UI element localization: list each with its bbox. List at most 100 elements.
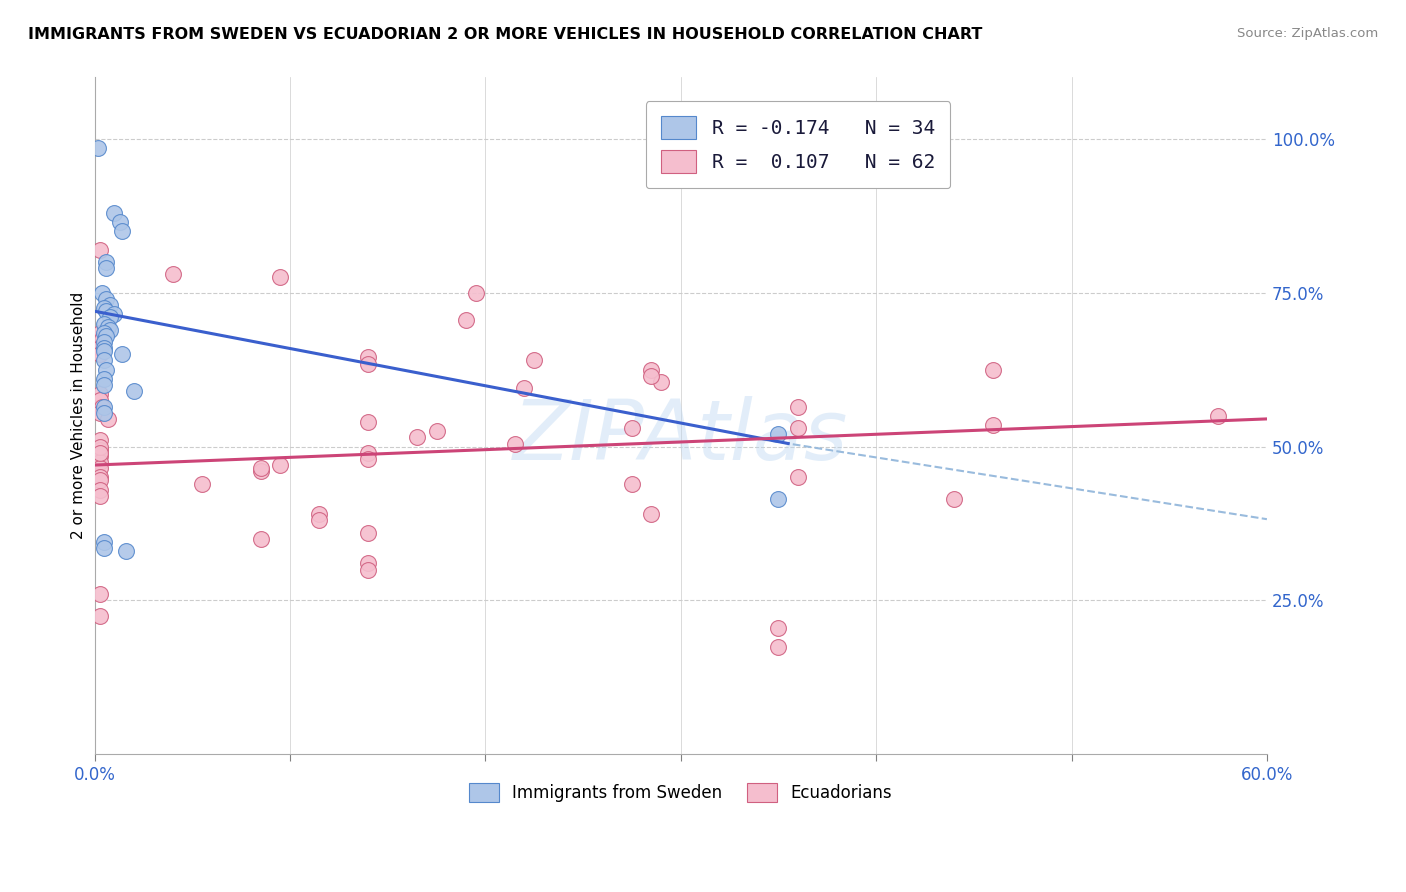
Point	[89, 483, 111, 497]
Legend: Immigrants from Sweden, Ecuadorians: Immigrants from Sweden, Ecuadorians	[457, 771, 904, 814]
Point	[87, 141, 110, 155]
Point	[98, 310, 121, 325]
Point	[943, 491, 966, 506]
Point	[97, 412, 120, 426]
Point	[89, 461, 111, 475]
Point	[464, 285, 486, 300]
Point	[96, 329, 118, 343]
Point	[89, 449, 111, 463]
Point	[89, 587, 111, 601]
Point	[89, 442, 111, 457]
Point	[768, 427, 790, 442]
Point	[103, 307, 125, 321]
Point	[96, 261, 118, 276]
Point	[91, 332, 114, 346]
Point	[93, 541, 115, 555]
Point	[98, 323, 121, 337]
Point	[357, 525, 380, 540]
Point	[89, 393, 111, 408]
Point	[768, 491, 790, 506]
Point	[93, 378, 115, 392]
Point	[357, 451, 380, 466]
Point	[357, 415, 380, 429]
Point	[787, 470, 810, 484]
Point	[89, 446, 111, 460]
Point	[89, 489, 111, 503]
Point	[249, 532, 271, 546]
Point	[1206, 409, 1229, 423]
Point	[93, 317, 115, 331]
Point	[357, 351, 380, 365]
Point	[93, 535, 115, 549]
Point	[249, 464, 271, 478]
Point	[89, 470, 111, 484]
Point	[357, 357, 380, 371]
Point	[406, 430, 429, 444]
Point	[96, 362, 118, 376]
Point	[111, 347, 134, 361]
Y-axis label: 2 or more Vehicles in Household: 2 or more Vehicles in Household	[72, 293, 86, 540]
Point	[768, 621, 790, 635]
Point	[513, 381, 536, 395]
Point	[89, 326, 111, 340]
Point	[96, 304, 118, 318]
Point	[89, 347, 111, 361]
Point	[93, 406, 115, 420]
Point	[249, 461, 271, 475]
Point	[89, 341, 111, 355]
Point	[89, 406, 111, 420]
Point	[89, 243, 111, 257]
Point	[768, 640, 790, 654]
Point	[98, 298, 121, 312]
Point	[357, 557, 380, 571]
Point	[191, 476, 214, 491]
Point	[93, 372, 115, 386]
Point	[983, 418, 1005, 433]
Point	[620, 421, 643, 435]
Point	[89, 387, 111, 401]
Point	[308, 508, 330, 522]
Point	[96, 292, 118, 306]
Point	[91, 400, 114, 414]
Point	[93, 301, 115, 315]
Point	[122, 384, 145, 399]
Point	[93, 334, 115, 349]
Point	[97, 319, 120, 334]
Point	[89, 608, 111, 623]
Text: ZIPAtlas: ZIPAtlas	[513, 396, 848, 476]
Point	[103, 206, 125, 220]
Point	[523, 353, 546, 368]
Point	[454, 313, 477, 327]
Point	[93, 353, 115, 368]
Point	[89, 455, 111, 469]
Point	[93, 344, 115, 359]
Point	[269, 270, 291, 285]
Point	[357, 563, 380, 577]
Point	[357, 446, 380, 460]
Text: IMMIGRANTS FROM SWEDEN VS ECUADORIAN 2 OR MORE VEHICLES IN HOUSEHOLD CORRELATION: IMMIGRANTS FROM SWEDEN VS ECUADORIAN 2 O…	[28, 27, 983, 42]
Point	[93, 341, 115, 355]
Point	[114, 544, 136, 558]
Point	[640, 508, 662, 522]
Point	[93, 326, 115, 340]
Point	[983, 362, 1005, 376]
Point	[308, 513, 330, 527]
Point	[787, 421, 810, 435]
Point	[503, 436, 526, 450]
Point	[96, 255, 118, 269]
Point	[650, 375, 672, 389]
Point	[89, 434, 111, 448]
Point	[108, 215, 131, 229]
Point	[787, 400, 810, 414]
Text: Source: ZipAtlas.com: Source: ZipAtlas.com	[1237, 27, 1378, 40]
Point	[620, 476, 643, 491]
Point	[91, 285, 114, 300]
Point	[640, 362, 662, 376]
Point	[111, 224, 134, 238]
Point	[162, 268, 184, 282]
Point	[89, 440, 111, 454]
Point	[93, 400, 115, 414]
Point	[269, 458, 291, 472]
Point	[640, 368, 662, 383]
Point	[425, 424, 447, 438]
